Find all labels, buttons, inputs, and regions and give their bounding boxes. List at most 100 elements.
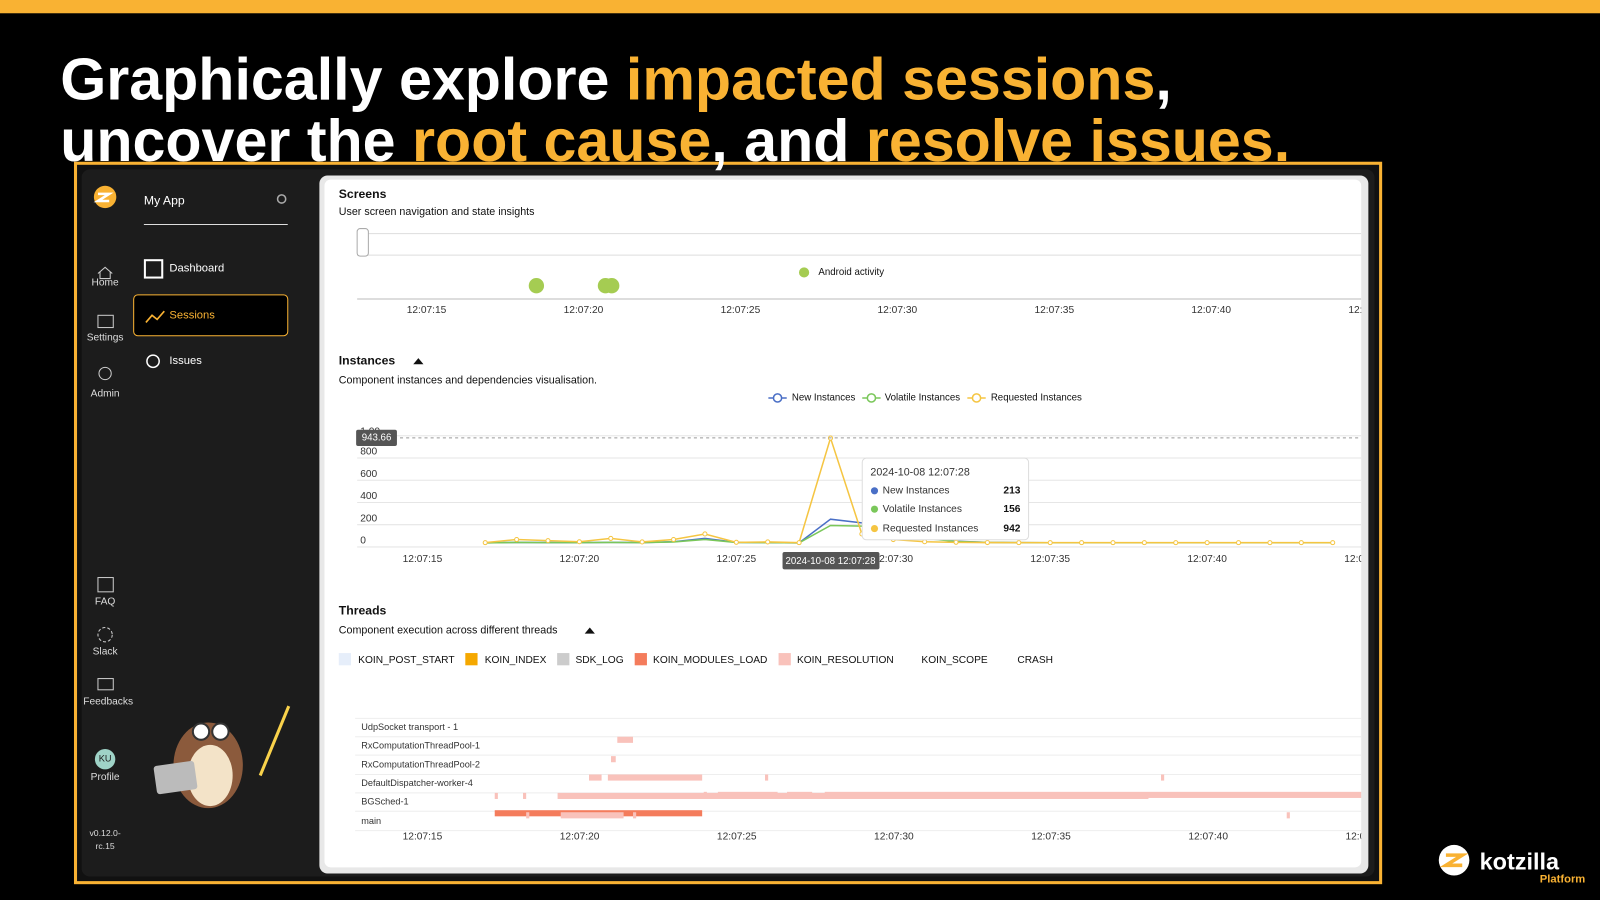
x-tick-label: 12:07:30 bbox=[878, 305, 918, 316]
screen-event bbox=[604, 278, 620, 294]
point-marker bbox=[1298, 540, 1304, 546]
legend-label[interactable]: Volatile Instances bbox=[885, 393, 961, 404]
legend-marker bbox=[866, 393, 877, 403]
thread-span bbox=[824, 791, 1362, 798]
legend-label[interactable]: KOIN_INDEX bbox=[485, 655, 547, 666]
headline-highlight: impacted sessions bbox=[626, 45, 1155, 112]
thread-name: BGSched-1 bbox=[361, 796, 408, 806]
point-marker bbox=[796, 540, 802, 546]
y-tick-label: 800 bbox=[360, 447, 377, 458]
nav-label: Slack bbox=[93, 647, 119, 658]
point-marker bbox=[1141, 540, 1147, 546]
x-tick-label: 12:07:40 bbox=[1188, 831, 1228, 842]
x-tick-label: 12:07:45 bbox=[1348, 305, 1388, 316]
thread-name: RxComputationThreadPool-2 bbox=[361, 760, 480, 770]
gear-icon[interactable] bbox=[276, 194, 287, 204]
headline-text: uncover the bbox=[60, 107, 412, 174]
legend-swatch bbox=[634, 653, 647, 666]
version: v0.12.0- bbox=[89, 828, 120, 838]
legend-label[interactable]: SDK_LOG bbox=[576, 655, 624, 666]
legend-swatch bbox=[778, 653, 791, 666]
legend-label[interactable]: KOIN_POST_START bbox=[358, 655, 454, 666]
x-tick-label: 12:07:25 bbox=[717, 831, 757, 842]
legend-label: Android activity bbox=[818, 267, 884, 278]
panel-content: Screens User screen navigation and state … bbox=[338, 187, 1388, 842]
thread-span bbox=[1286, 812, 1290, 819]
tooltip-marker bbox=[870, 505, 879, 513]
legend-label[interactable]: KOIN_SCOPE bbox=[921, 655, 987, 666]
x-tick-label: 12:07:20 bbox=[560, 831, 600, 842]
x-tick-label: 12:07:35 bbox=[1034, 305, 1074, 316]
brand-name: kotzilla bbox=[1480, 848, 1560, 874]
tooltip-name: New Instances bbox=[883, 486, 950, 497]
profile-label: Profile bbox=[91, 772, 120, 783]
x-tick-label: 12:07:15 bbox=[403, 554, 443, 565]
nav-label: FAQ bbox=[95, 597, 115, 608]
hover-label-bg bbox=[782, 552, 880, 570]
menu-item[interactable]: Sessions bbox=[169, 309, 215, 321]
x-tick-label: 12:07:45 bbox=[1344, 554, 1384, 565]
legend-label[interactable]: KOIN_RESOLUTION bbox=[797, 655, 894, 666]
legend-marker bbox=[971, 393, 982, 403]
nav-label: Feedbacks bbox=[83, 697, 133, 708]
x-tick-label: 12:07:35 bbox=[1031, 831, 1071, 842]
x-tick-label: 12:07:45 bbox=[1345, 831, 1385, 842]
version: rc.15 bbox=[95, 841, 114, 851]
y-tick-label: 200 bbox=[360, 513, 377, 524]
logo-mark bbox=[93, 192, 114, 203]
active-menu-item[interactable] bbox=[133, 294, 289, 337]
range-handle[interactable] bbox=[356, 228, 369, 257]
thread-span bbox=[1161, 774, 1165, 781]
point-marker bbox=[1079, 540, 1085, 546]
admin-icon bbox=[98, 366, 112, 381]
section-subtitle: Component execution across different thr… bbox=[339, 624, 558, 636]
legend-swatch bbox=[465, 653, 478, 666]
x-tick-label: 12:07:30 bbox=[873, 554, 913, 565]
tooltip bbox=[861, 457, 1030, 541]
y-tick-label: 0 bbox=[360, 536, 366, 547]
nav-label: Home bbox=[92, 277, 120, 288]
point-marker bbox=[514, 536, 520, 543]
avatar-initials: KU bbox=[99, 754, 112, 764]
tooltip-marker bbox=[870, 487, 879, 495]
x-tick-label: 12:07:20 bbox=[564, 305, 604, 316]
x-tick-label: 12:07:20 bbox=[560, 554, 600, 565]
thread-name: RxComputationThreadPool-1 bbox=[361, 740, 480, 750]
settings-icon bbox=[97, 314, 114, 329]
tooltip-title: 2024-10-08 12:07:28 bbox=[870, 466, 969, 478]
point-marker bbox=[482, 540, 488, 546]
section-title: Threads bbox=[339, 603, 387, 617]
legend-swatch bbox=[557, 653, 570, 666]
thread-name: UdpSocket transport - 1 bbox=[361, 722, 458, 732]
thread-name: main bbox=[361, 816, 381, 826]
legend-label[interactable]: CRASH bbox=[1017, 655, 1053, 666]
headline: Graphically explore impacted sessions, bbox=[60, 45, 1172, 112]
collapse-toggle[interactable] bbox=[413, 358, 424, 365]
legend-label[interactable]: New Instances bbox=[792, 393, 856, 404]
menu-item[interactable]: Dashboard bbox=[169, 262, 224, 274]
thread-span bbox=[607, 774, 703, 781]
x-tick-label: 12:07:25 bbox=[716, 554, 756, 565]
point-marker bbox=[922, 539, 928, 545]
hover-label: 2024-10-08 12:07:28 bbox=[786, 556, 876, 567]
brand-sub: Platform bbox=[1540, 874, 1586, 886]
thread-span bbox=[765, 774, 769, 781]
thread-span bbox=[633, 812, 637, 819]
legend-label[interactable]: Requested Instances bbox=[991, 393, 1082, 404]
point-marker bbox=[1016, 540, 1022, 546]
mascot bbox=[153, 705, 291, 809]
point-marker bbox=[608, 535, 614, 541]
x-tick-label: 12:07:15 bbox=[403, 831, 443, 842]
x-tick-label: 12:07:40 bbox=[1187, 554, 1227, 565]
legend-label[interactable]: KOIN_MODULES_LOAD bbox=[653, 655, 767, 666]
headline-text: Graphically explore bbox=[60, 45, 626, 112]
avatar[interactable] bbox=[94, 748, 116, 770]
menu-item[interactable]: Issues bbox=[169, 355, 202, 367]
thread-span bbox=[560, 812, 624, 819]
legend-marker bbox=[772, 393, 783, 403]
collapse-toggle[interactable] bbox=[584, 627, 595, 634]
x-tick-label: 12:07:30 bbox=[874, 831, 914, 842]
sessions-icon bbox=[145, 310, 165, 323]
